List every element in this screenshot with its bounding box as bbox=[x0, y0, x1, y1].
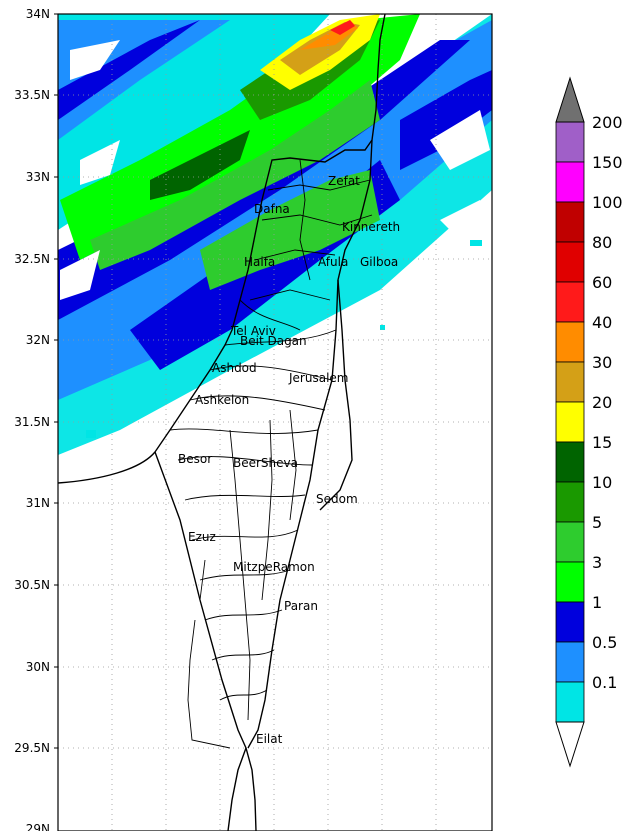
colorbar-tick-label: 40 bbox=[592, 313, 612, 332]
colorbar-bin bbox=[555, 561, 585, 603]
colorbar-tick-label: 5 bbox=[592, 513, 602, 532]
city-label: Tel Aviv bbox=[230, 324, 276, 338]
colorbar-tick-label: 3 bbox=[592, 553, 602, 572]
city-label: Besor bbox=[178, 452, 212, 466]
lat-label: 30.5N bbox=[14, 578, 50, 592]
lat-label: 29.5N bbox=[14, 741, 50, 755]
colorbar-tick-label: 1 bbox=[592, 593, 602, 612]
colorbar-under-triangle bbox=[555, 721, 585, 768]
colorbar-bin bbox=[555, 601, 585, 643]
colorbar-tick-label: 200 bbox=[592, 113, 623, 132]
city-label: Paran bbox=[284, 599, 318, 613]
city-label: Eilat bbox=[256, 732, 283, 746]
lat-label: 32N bbox=[26, 333, 50, 347]
latitude-labels: 34N 33.5N 33N 32.5N 32N 31.5N 31N 30.5N … bbox=[14, 7, 50, 831]
graticule bbox=[58, 14, 492, 831]
colorbar-bin bbox=[555, 241, 585, 283]
lat-label: 31.5N bbox=[14, 415, 50, 429]
lat-label: 33N bbox=[26, 170, 50, 184]
city-label: Sedom bbox=[316, 492, 358, 506]
colorbar-tick-label: 100 bbox=[592, 193, 623, 212]
colorbar-tick-label: 60 bbox=[592, 273, 612, 292]
colorbar-tick-label: 20 bbox=[592, 393, 612, 412]
city-label: Haifa bbox=[244, 255, 275, 269]
lat-label: 33.5N bbox=[14, 88, 50, 102]
colorbar-bins bbox=[555, 121, 585, 723]
city-label: Ashdod bbox=[212, 361, 257, 375]
district-boundaries bbox=[169, 159, 373, 749]
city-label: Dafna bbox=[254, 202, 290, 216]
city-label: MitzpeRamon bbox=[233, 560, 315, 574]
colorbar-over-triangle bbox=[555, 76, 585, 123]
colorbar-bin bbox=[555, 681, 585, 723]
colorbar-bin bbox=[555, 401, 585, 443]
lat-label: 34N bbox=[26, 7, 50, 21]
city-label: BeerSheva bbox=[233, 456, 298, 470]
colorbar-tick-label: 15 bbox=[592, 433, 612, 452]
colorbar-tick-label: 150 bbox=[592, 153, 623, 172]
colorbar: 200 150 100 80 60 40 30 20 15 10 5 3 1 0.5 0.1 bbox=[555, 76, 623, 768]
colorbar-bin bbox=[555, 521, 585, 563]
colorbar-bin bbox=[555, 361, 585, 403]
precipitation-field bbox=[58, 14, 492, 455]
city-labels: Zefat Dafna Kinnereth Haifa Afula Tel Av… bbox=[178, 174, 400, 746]
colorbar-bin bbox=[555, 121, 585, 163]
colorbar-bin bbox=[555, 441, 585, 483]
city-label: Ezuz bbox=[188, 530, 216, 544]
colorbar-bin bbox=[555, 281, 585, 323]
lat-label: 29N bbox=[26, 822, 50, 831]
colorbar-bin bbox=[555, 481, 585, 523]
colorbar-tick-label: 0.1 bbox=[592, 673, 617, 692]
city-label: Jerusalem bbox=[288, 371, 348, 385]
city-label: Afula bbox=[318, 255, 348, 269]
colorbar-bin bbox=[555, 161, 585, 203]
city-label: Zefat bbox=[328, 174, 360, 188]
colorbar-tick-label: 80 bbox=[592, 233, 612, 252]
map-panel bbox=[54, 13, 493, 831]
lat-label: 30N bbox=[26, 660, 50, 674]
city-label: Ashkelon bbox=[195, 393, 249, 407]
colorbar-tick-label: 0.5 bbox=[592, 633, 617, 652]
lat-label: 32.5N bbox=[14, 252, 50, 266]
city-label: Gilboa bbox=[360, 255, 398, 269]
colorbar-bin bbox=[555, 201, 585, 243]
colorbar-bin bbox=[555, 321, 585, 363]
city-label: Beit Dagan bbox=[240, 334, 307, 348]
colorbar-tick-label: 30 bbox=[592, 353, 612, 372]
city-label: Kinnereth bbox=[342, 220, 400, 234]
colorbar-tick-label: 10 bbox=[592, 473, 612, 492]
lat-label: 31N bbox=[26, 496, 50, 510]
colorbar-bin bbox=[555, 641, 585, 683]
